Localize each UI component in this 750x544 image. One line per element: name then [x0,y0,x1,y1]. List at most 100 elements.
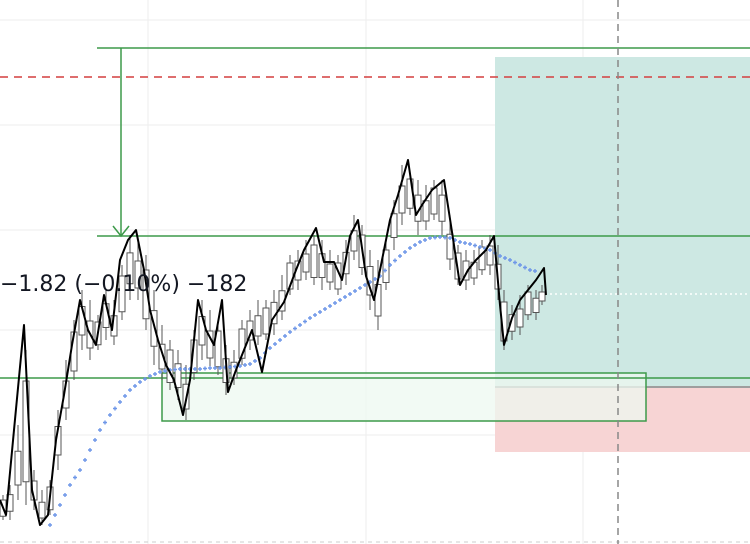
ma-dot [68,483,72,487]
ma-dot [163,369,167,373]
candle-body [538,291,546,302]
ma-dot [193,367,197,371]
candle-body [438,194,446,222]
ma-dot [413,243,417,247]
ma-dot [513,260,517,265]
ma-dot [448,236,452,240]
ma-dot [218,366,222,370]
candle-body [508,314,516,332]
candle [38,490,46,525]
ma-dot [93,438,97,442]
candle [422,185,430,230]
ma-dot [103,420,107,425]
candle-body [174,363,182,388]
ma-dot [363,283,367,287]
ma-dot [108,413,112,417]
candle [134,240,142,300]
moving-average-dots [48,235,537,527]
candle [350,215,358,260]
ma-dot [468,242,472,246]
candle-body [262,307,270,335]
ma-dot [88,448,92,452]
ma-dot [213,366,217,370]
ma-dot [393,258,397,263]
ma-dot [433,235,437,240]
candle-body [310,244,318,278]
ma-dot [118,400,122,404]
ma-dot [333,301,337,305]
candle-body [214,330,222,368]
ma-dot [463,241,467,245]
ma-dot [478,245,482,249]
ma-dot [508,258,512,262]
ma-dot [403,250,407,254]
candle [438,180,446,235]
ma-dot [293,326,297,331]
candle [14,425,22,500]
ma-dot [288,330,292,334]
ma-dot [408,246,412,250]
measure-arrow-head [112,225,130,238]
ma-dot [73,475,77,480]
ma-dot [183,367,187,371]
ma-dot [383,268,387,273]
candle [278,275,286,320]
ma-dot [63,493,67,497]
ma-dot [438,235,442,239]
ma-dot [373,277,377,281]
ma-dot [353,289,357,293]
ma-dot [303,319,307,324]
candle-body [134,260,142,289]
target-zone[interactable] [495,57,750,387]
ma-dot [278,338,282,342]
candle [142,255,150,330]
ma-dot [443,235,447,240]
ma-dot [498,254,502,258]
ma-dot [208,366,212,370]
ma-dot [283,334,287,338]
ma-dot [138,380,142,384]
ma-dot [343,295,347,299]
candle [262,300,270,340]
candle [470,250,478,285]
ma-dot [338,298,342,302]
ma-dot [388,263,392,267]
zigzag-line[interactable] [0,159,547,526]
ma-dot [323,307,327,311]
ma-dot [53,513,57,517]
ma-dot [178,367,182,371]
candle [118,265,126,320]
ma-dot [98,428,102,432]
ma-dot [113,406,117,411]
candle [78,290,86,350]
candle-body [462,260,470,281]
candle-body [532,297,540,313]
candle [382,240,390,290]
ma-dot [273,342,277,346]
range-box[interactable] [161,372,647,422]
candle [310,235,318,285]
candle-body [486,245,494,266]
ma-dot [488,248,492,252]
ma-dot [228,365,232,369]
ma-dot [308,316,312,320]
ma-dot [133,384,137,388]
ma-dot [123,394,127,398]
ma-dot [358,286,362,290]
candle [462,250,470,290]
ma-dot [318,310,322,314]
candle-body [158,343,166,370]
candle [214,320,222,375]
ma-dot [243,363,247,367]
measurement-label: −1.82 (−0.10%) −182 [0,272,247,297]
candle [126,235,134,300]
candle-body [14,450,22,486]
ma-dot [423,238,427,242]
ma-dot [58,503,62,507]
ma-dot [418,240,422,244]
candle-body [326,263,334,283]
candle-body [238,328,246,359]
candle-body [350,230,358,252]
